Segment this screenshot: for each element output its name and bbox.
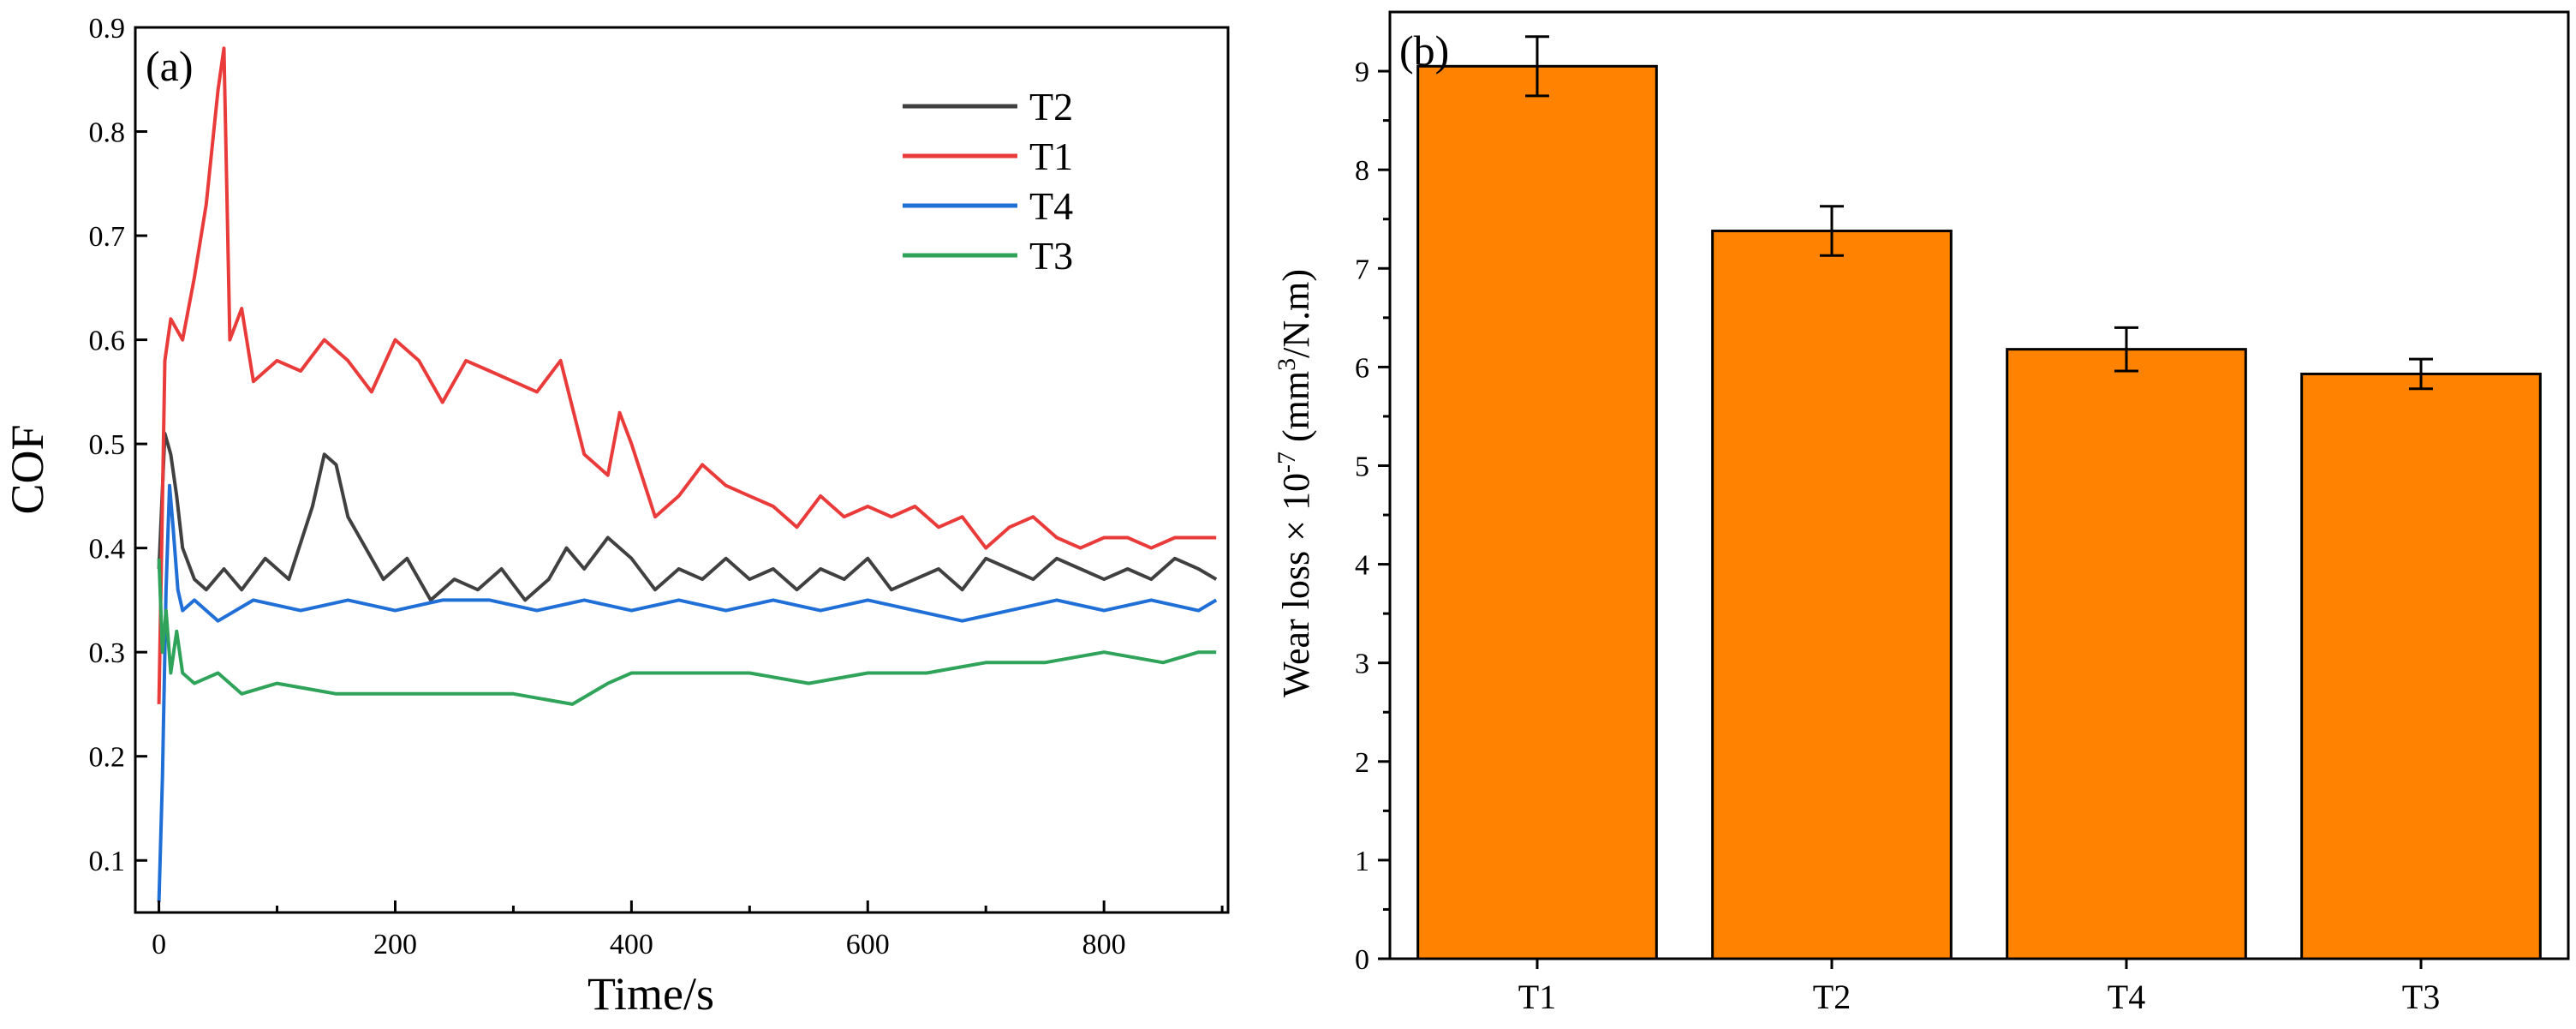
series-line-t3 [157,558,1217,706]
panel-b-y-tick-label: 6 [1355,352,1369,384]
panel-b-y-tick-label: 0 [1355,944,1369,976]
panel-b-y-title-unit-exponent: 3 [1273,358,1301,371]
legend-label-t4: T4 [1029,184,1073,228]
legend-label-t1: T1 [1029,135,1073,178]
panel-a-chart: 0.1 0.2 0.3 0.4 0.5 0.6 0.7 0.8 0.9 0 200 400 600 80… [2,13,1230,1020]
panel-a-y-axis-title: COF [2,424,53,514]
panel-a-series-group [157,46,1218,902]
panel-a-x-tick-label: 0 [152,929,166,960]
panel-b-y-tick-label: 3 [1355,649,1369,680]
legend-label-t2: T2 [1029,85,1073,129]
bar-t3 [2300,372,2542,960]
panel-a-y-tick-label: 0.1 [89,846,126,877]
panel-b-x-tick-label-t4: T4 [2108,978,2145,1016]
panel-b-bars-group [1416,35,2542,960]
panel-b-y-axis-title: Wear loss × 10-7 (mm3/N.m) [1273,269,1317,697]
panel-b-x-tick-label-t2: T2 [1813,978,1851,1016]
panel-b-y-tick-label: 9 [1355,57,1369,88]
panel-b-y-ticks: 0 1 2 3 4 5 6 7 8 9 [1355,57,1390,976]
panel-b-x-tick-label-t1: T1 [1518,978,1556,1016]
panel-b-y-title-unit-close: /N.m) [1275,269,1317,358]
panel-b-y-title-main: Wear loss × 10 [1275,473,1317,697]
panel-b-y-title-exponent: -7 [1273,452,1301,473]
panel-a-y-tick-label: 0.8 [89,117,126,149]
panel-a-y-tick-label: 0.4 [89,534,126,565]
panel-a-y-tick-label: 0.3 [89,637,126,669]
legend-label-t3: T3 [1029,234,1073,278]
panel-a-x-axis-title: Time/s [587,968,714,1020]
panel-a-x-tick-label: 400 [610,929,653,960]
panel-a-y-tick-label: 0.5 [89,429,126,461]
panel-b-x-tick-label-t3: T3 [2402,978,2440,1016]
panel-a-x-tick-label: 800 [1082,929,1126,960]
panel-a-x-ticks: 0 200 400 600 800 [152,900,1224,960]
panel-a-y-tick-label: 0.7 [89,221,126,253]
panel-b-y-tick-label: 2 [1355,747,1369,779]
panel-b-chart: 0 1 2 3 4 5 6 7 8 9 T1 T2 T4 T3 (b) Wear loss × 10-7… [1273,10,2570,1016]
panel-a-x-tick-label: 200 [373,929,417,960]
panel-a-legend: T2 T1 T4 T3 [903,85,1073,278]
panel-b-y-title-unit-open: (mm [1275,371,1317,452]
panel-b-y-tick-label: 5 [1355,451,1369,482]
series-line-t1 [157,46,1217,704]
bar-t2 [1711,230,1953,960]
series-line-t4 [157,483,1218,902]
bar-t1 [1416,64,1658,960]
panel-b-y-tick-label: 1 [1355,846,1369,877]
panel-b-x-ticks: T1 T2 T4 T3 [1518,959,2440,1016]
panel-a-y-ticks: 0.1 0.2 0.3 0.4 0.5 0.6 0.7 0.8 0.9 [89,13,147,877]
panel-a-label: (a) [146,42,194,90]
panel-b-y-tick-label: 7 [1355,254,1369,285]
bar-t4 [2006,348,2247,960]
panel-a-frame [134,26,1230,914]
panel-b-frame [1388,10,2570,960]
series-line-t2 [157,432,1218,602]
panel-a-x-tick-label: 600 [846,929,890,960]
panel-b-y-tick-label: 4 [1355,550,1369,582]
panel-b-y-tick-label: 8 [1355,155,1369,187]
panel-b-label: (b) [1399,27,1449,75]
panel-a-y-tick-label: 0.2 [89,742,126,774]
panel-a-y-tick-label: 0.6 [89,326,126,357]
panel-a-y-tick-label: 0.9 [89,13,126,45]
